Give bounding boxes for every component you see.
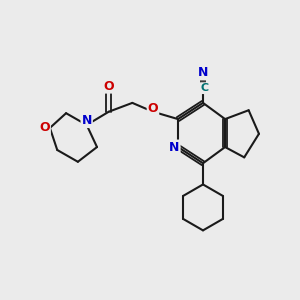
- Text: N: N: [198, 66, 208, 80]
- Text: O: O: [148, 102, 158, 115]
- Text: O: O: [103, 80, 114, 93]
- Text: O: O: [39, 122, 50, 134]
- Text: N: N: [169, 141, 180, 154]
- Text: N: N: [82, 114, 92, 127]
- Text: C: C: [201, 83, 209, 93]
